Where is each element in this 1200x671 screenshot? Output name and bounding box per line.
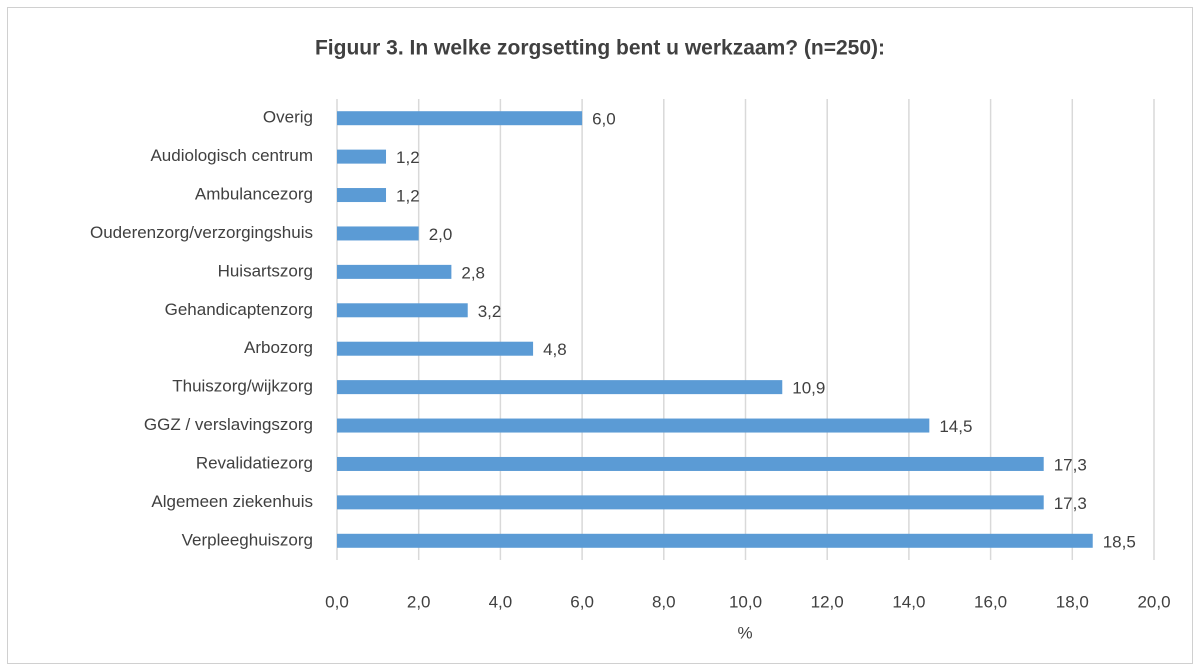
y-tick-label: Ambulancezorg: [195, 185, 313, 204]
x-tick-label: 18,0: [1056, 592, 1089, 611]
x-tick-label: 12,0: [811, 592, 844, 611]
data-label: 18,5: [1103, 532, 1136, 551]
y-tick-label: Revalidatiezorg: [196, 453, 313, 472]
bar: [337, 495, 1044, 510]
data-label: 3,2: [478, 302, 502, 321]
bar: [337, 303, 468, 318]
bar: [337, 418, 930, 433]
data-label: 2,0: [429, 225, 453, 244]
chart-title: Figuur 3. In welke zorgsetting bent u we…: [315, 37, 885, 60]
bar: [337, 226, 419, 241]
data-label: 1,2: [396, 187, 420, 206]
x-tick-label: 16,0: [974, 592, 1007, 611]
y-tick-label: Huisartszorg: [218, 261, 313, 280]
y-tick-label: GGZ / verslavingszorg: [144, 415, 313, 434]
bar: [337, 380, 783, 395]
x-tick-label: 4,0: [489, 592, 513, 611]
x-tick-label: 20,0: [1137, 592, 1170, 611]
bar: [337, 188, 387, 203]
x-tick-label: 8,0: [652, 592, 676, 611]
y-tick-label: Audiologisch centrum: [150, 146, 313, 165]
data-label: 2,8: [461, 263, 485, 282]
data-label: 17,3: [1054, 494, 1087, 513]
data-label: 10,9: [792, 379, 825, 398]
y-tick-label: Thuiszorg/wijkzorg: [172, 377, 313, 396]
y-tick-label: Ouderenzorg/verzorgingshuis: [90, 223, 313, 242]
x-tick-label: 6,0: [570, 592, 594, 611]
bar: [337, 149, 387, 164]
x-axis-label: %: [737, 623, 752, 642]
data-label: 4,8: [543, 340, 567, 359]
data-label: 14,5: [939, 417, 972, 436]
x-tick-label: 2,0: [407, 592, 431, 611]
x-tick-label: 14,0: [892, 592, 925, 611]
bar: [337, 111, 583, 126]
y-tick-label: Algemeen ziekenhuis: [151, 492, 313, 511]
y-tick-label: Overig: [263, 108, 313, 127]
data-label: 1,2: [396, 148, 420, 167]
bar: [337, 456, 1044, 471]
chart-frame: [7, 7, 1193, 664]
bar: [337, 264, 452, 279]
bar: [337, 341, 534, 356]
y-tick-label: Gehandicaptenzorg: [165, 300, 313, 319]
x-tick-label: 0,0: [325, 592, 349, 611]
x-tick-label: 10,0: [729, 592, 762, 611]
data-label: 6,0: [592, 110, 616, 129]
y-tick-label: Verpleeghuiszorg: [182, 530, 313, 549]
data-label: 17,3: [1054, 455, 1087, 474]
bar: [337, 533, 1093, 548]
y-tick-label: Arbozorg: [244, 338, 313, 357]
